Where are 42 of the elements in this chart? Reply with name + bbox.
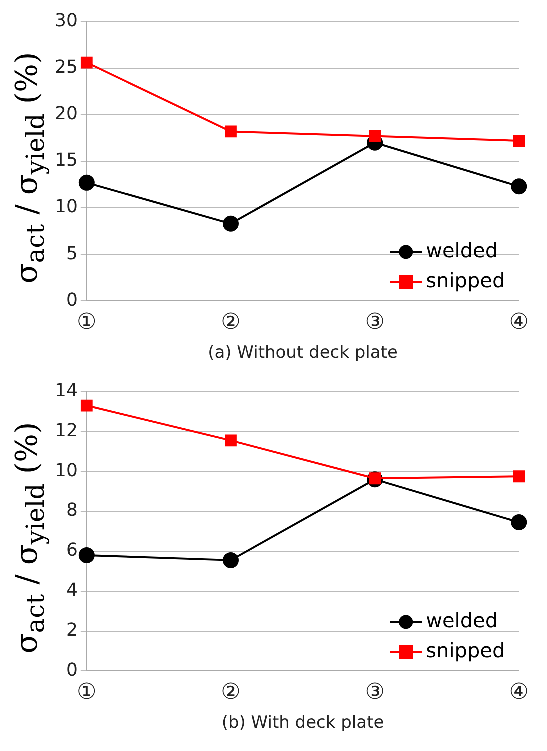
x-tick-label: ① <box>77 310 97 336</box>
y-tick-label: 4 <box>66 580 78 602</box>
y-tick-label: 0 <box>66 290 78 311</box>
point <box>222 552 239 568</box>
x-axis-title: (b) With deck plate <box>222 713 384 734</box>
point <box>369 130 382 142</box>
x-tick-label: ④ <box>509 680 530 706</box>
point <box>78 547 95 564</box>
y-tick-label: 0 <box>66 660 78 681</box>
y-tick-label: 25 <box>55 57 78 78</box>
x-tick-label: ④ <box>509 310 530 336</box>
legend-label: snipped <box>426 638 506 662</box>
y-tick-label: 10 <box>55 460 78 482</box>
point <box>513 135 526 147</box>
point <box>511 178 528 195</box>
legend-label: welded <box>426 608 498 632</box>
x-tick-label: ② <box>221 680 241 706</box>
point <box>225 434 237 447</box>
y-tick-label: 5 <box>66 243 78 264</box>
point <box>80 400 93 412</box>
point <box>222 216 239 232</box>
x-tick-label: ② <box>221 310 241 336</box>
x-tick-label: ③ <box>365 680 385 706</box>
y-tick-label: 10 <box>55 196 78 218</box>
point <box>513 470 526 483</box>
y-tick-label: 8 <box>66 500 78 522</box>
y-tick-label: 6 <box>66 540 78 562</box>
point <box>225 126 237 138</box>
x-axis-title: (a) Without deck plate <box>208 343 398 364</box>
y-tick-label: 2 <box>66 620 78 641</box>
point <box>78 174 95 191</box>
x-tick-label: ③ <box>365 310 385 336</box>
y-tick-label: 30 <box>55 10 78 32</box>
legend-label: snipped <box>426 268 506 292</box>
point <box>80 56 93 69</box>
y-tick-label: 15 <box>55 150 78 172</box>
point <box>511 514 528 531</box>
y-tick-label: 14 <box>55 380 78 402</box>
legend-label: welded <box>426 238 498 262</box>
y-tick-label: 20 <box>55 104 78 125</box>
x-tick-label: ① <box>77 680 97 706</box>
y-tick-label: 12 <box>55 420 78 442</box>
